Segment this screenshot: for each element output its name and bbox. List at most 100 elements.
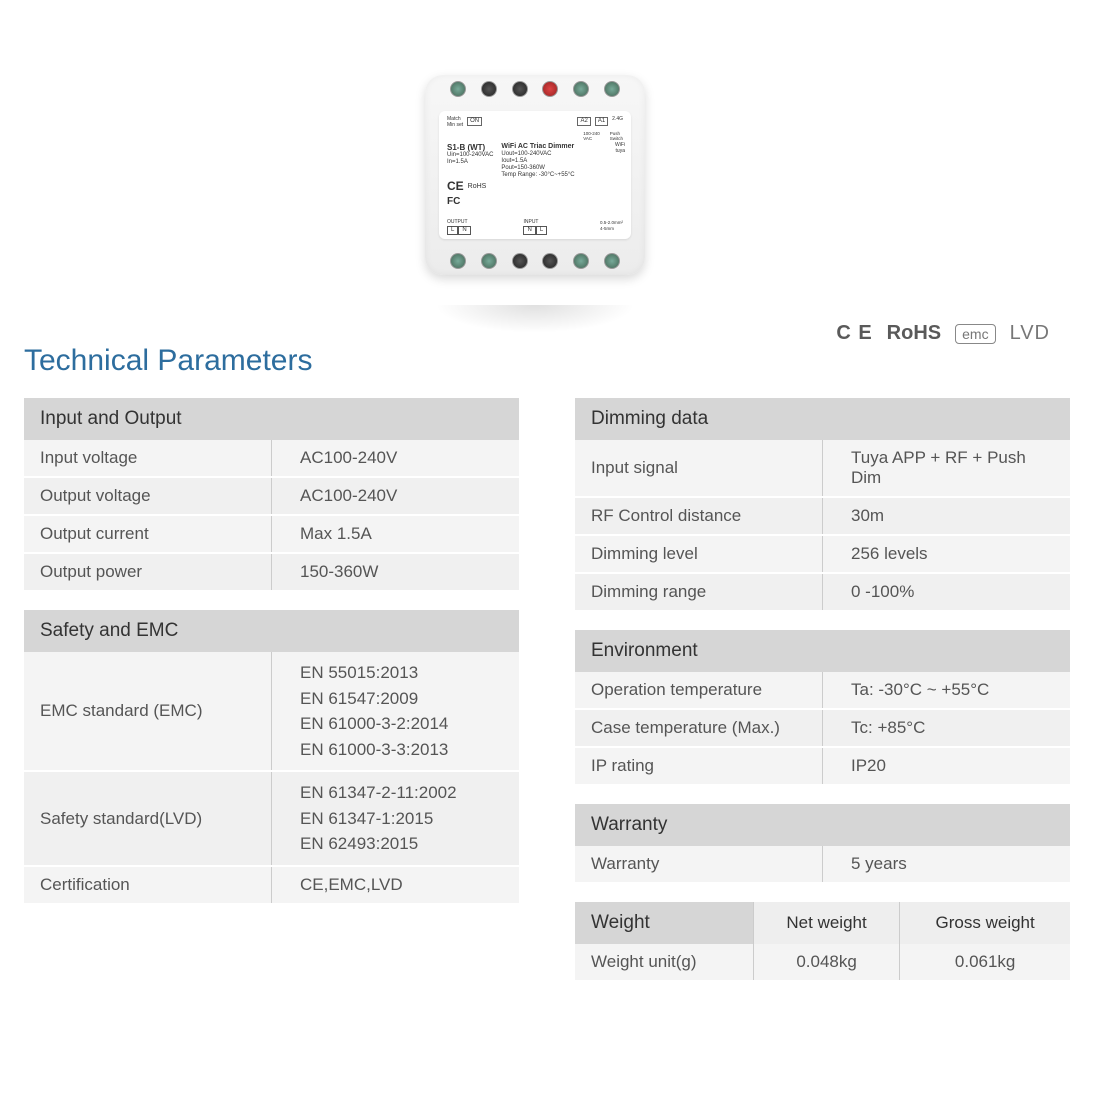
device-a1: A1 <box>595 117 608 126</box>
screw-icon <box>604 81 620 97</box>
device-uin: Uin=100-240VAC <box>447 152 493 159</box>
spec-label: Input signal <box>575 440 823 497</box>
device-iin: In=1.5A <box>447 159 493 166</box>
screw-icon <box>512 81 528 97</box>
device-rohs: RoHS <box>468 183 487 191</box>
spec-label: Operation temperature <box>575 672 823 709</box>
spec-value: AC100-240V <box>272 477 520 515</box>
spec-label: Dimming range <box>575 573 823 611</box>
spec-label: Certification <box>24 866 272 904</box>
device-push: Push Switch <box>610 131 623 141</box>
spec-value: Max 1.5A <box>272 515 520 553</box>
screw-icon <box>481 253 497 269</box>
device-wire: 0.5-2.0mm² 4-5mm <box>600 220 623 235</box>
device-dip: ON <box>467 117 482 126</box>
right-column: Dimming data Input signalTuya APP + RF +… <box>575 398 1070 1000</box>
spec-label: EMC standard (EMC) <box>24 652 272 771</box>
table-input-output: Input and Output Input voltageAC100-240V… <box>24 398 519 592</box>
device-temp: Temp Range: -30°C~+55°C <box>501 172 574 179</box>
rohs-badge: RoHS <box>887 322 941 345</box>
table-dimming: Dimming data Input signalTuya APP + RF +… <box>575 398 1070 612</box>
device-label-plate: Match Min set ON A2 A1 2.4G 100-240 VAC … <box>439 111 631 239</box>
screw-icon <box>481 81 497 97</box>
spec-label: Output power <box>24 553 272 591</box>
spec-label: Warranty <box>575 846 823 883</box>
table-header: Input and Output <box>24 398 519 440</box>
table-weight: Weight Net weight Gross weight Weight un… <box>575 902 1070 982</box>
screw-row-bottom <box>425 253 645 269</box>
spec-label: Dimming level <box>575 535 823 573</box>
screw-icon <box>573 253 589 269</box>
screw-icon <box>542 81 558 97</box>
screw-row-top <box>425 81 645 97</box>
spec-label: Weight unit(g) <box>575 944 753 981</box>
spec-value: EN 55015:2013 EN 61547:2009 EN 61000-3-2… <box>272 652 520 771</box>
device-pout: Pout=150-360W <box>501 165 574 172</box>
device-model: S1-B (WT) <box>447 143 493 152</box>
device-sub100: 100-240 VAC <box>583 131 600 141</box>
spec-label: IP rating <box>575 747 823 785</box>
spec-value: Tc: +85°C <box>823 709 1071 747</box>
table-safety-emc: Safety and EMC EMC standard (EMC)EN 5501… <box>24 610 519 905</box>
spec-value: 0 -100% <box>823 573 1071 611</box>
device-uout: Uout=100-240VAC <box>501 151 574 158</box>
section-title: Technical Parameters <box>24 344 312 378</box>
emc-badge: emc <box>955 324 995 344</box>
screw-icon <box>450 253 466 269</box>
device-iout: Iout=1.5A <box>501 158 574 165</box>
spec-label: Case temperature (Max.) <box>575 709 823 747</box>
spec-value: CE,EMC,LVD <box>272 866 520 904</box>
device-body: Match Min set ON A2 A1 2.4G 100-240 VAC … <box>425 75 645 275</box>
spec-value: 0.048kg <box>753 944 899 981</box>
spec-value: IP20 <box>823 747 1071 785</box>
output-terminals: L N <box>447 226 471 235</box>
spec-label: Output voltage <box>24 477 272 515</box>
reflection-shadow <box>435 305 635 333</box>
spec-label: Input voltage <box>24 440 272 477</box>
table-header: Weight <box>575 902 753 944</box>
table-subheader: Gross weight <box>900 902 1070 944</box>
table-header: Environment <box>575 630 1070 672</box>
ce-badge: C E <box>836 322 872 345</box>
spec-columns: Input and Output Input voltageAC100-240V… <box>24 398 1070 1000</box>
ce-icon: CE <box>447 180 464 194</box>
screw-icon <box>573 81 589 97</box>
device-title: WiFi AC Triac Dimmer <box>501 143 574 151</box>
spec-value: Tuya APP + RF + Push Dim <box>823 440 1071 497</box>
fcc-icon: FC <box>447 196 460 208</box>
device-24g: 2.4G <box>612 117 623 123</box>
screw-icon <box>604 253 620 269</box>
table-warranty: Warranty Warranty5 years <box>575 804 1070 884</box>
screw-icon <box>450 81 466 97</box>
spec-label: Output current <box>24 515 272 553</box>
product-image: Match Min set ON A2 A1 2.4G 100-240 VAC … <box>410 75 660 315</box>
spec-label: RF Control distance <box>575 497 823 535</box>
spec-value: AC100-240V <box>272 440 520 477</box>
screw-icon <box>512 253 528 269</box>
device-tuya: tuya <box>615 149 625 155</box>
terminal-n: N <box>458 226 470 235</box>
input-terminals: N L <box>523 226 547 235</box>
terminal-l: L <box>447 226 458 235</box>
spec-value: Ta: -30°C ~ +55°C <box>823 672 1071 709</box>
table-environment: Environment Operation temperatureTa: -30… <box>575 630 1070 786</box>
terminal-n: N <box>523 226 535 235</box>
spec-value: 5 years <box>823 846 1071 883</box>
lvd-badge: LVD <box>1010 322 1050 345</box>
spec-label: Safety standard(LVD) <box>24 771 272 866</box>
spec-value: 256 levels <box>823 535 1071 573</box>
left-column: Input and Output Input voltageAC100-240V… <box>24 398 519 1000</box>
spec-value: EN 61347-2-11:2002 EN 61347-1:2015 EN 62… <box>272 771 520 866</box>
device-match: Match Min set <box>447 117 463 129</box>
screw-icon <box>542 253 558 269</box>
table-header: Warranty <box>575 804 1070 846</box>
certification-badges: C E RoHS emc LVD <box>836 322 1050 345</box>
terminal-l: L <box>536 226 547 235</box>
spec-value: 30m <box>823 497 1071 535</box>
table-header: Dimming data <box>575 398 1070 440</box>
spec-value: 0.061kg <box>900 944 1070 981</box>
spec-value: 150-360W <box>272 553 520 591</box>
table-subheader: Net weight <box>753 902 899 944</box>
device-a2: A2 <box>577 117 590 126</box>
table-header: Safety and EMC <box>24 610 519 652</box>
